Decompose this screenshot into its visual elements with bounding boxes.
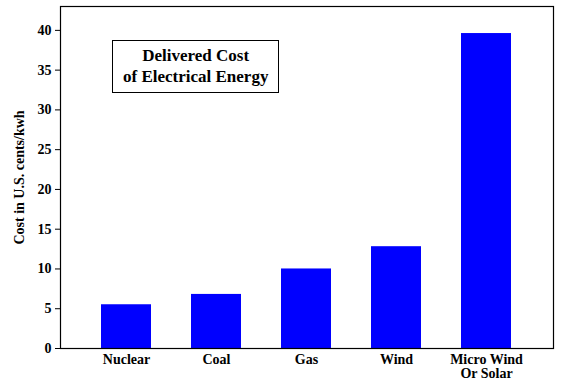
svg-text:Micro WindOr Solar: Micro WindOr Solar [450, 352, 523, 381]
svg-text:0: 0 [45, 341, 52, 356]
svg-text:20: 20 [38, 182, 52, 197]
svg-text:30: 30 [38, 102, 52, 117]
svg-text:5: 5 [45, 301, 52, 316]
svg-text:10: 10 [38, 261, 52, 276]
svg-text:Coal: Coal [203, 352, 231, 367]
svg-text:40: 40 [38, 23, 52, 38]
svg-text:Wind: Wind [380, 352, 413, 367]
svg-text:25: 25 [38, 142, 52, 157]
svg-text:35: 35 [38, 63, 52, 78]
svg-text:15: 15 [38, 222, 52, 237]
svg-text:Gas: Gas [295, 352, 319, 367]
html-text:Delivered Cost of Electrical E: Delivered Cost of Electrical Energy [123, 46, 269, 87]
svg-text:Cost in U.S. cents/kwh: Cost in U.S. cents/kwh [12, 110, 27, 244]
svg-text:Nuclear: Nuclear [103, 352, 150, 367]
